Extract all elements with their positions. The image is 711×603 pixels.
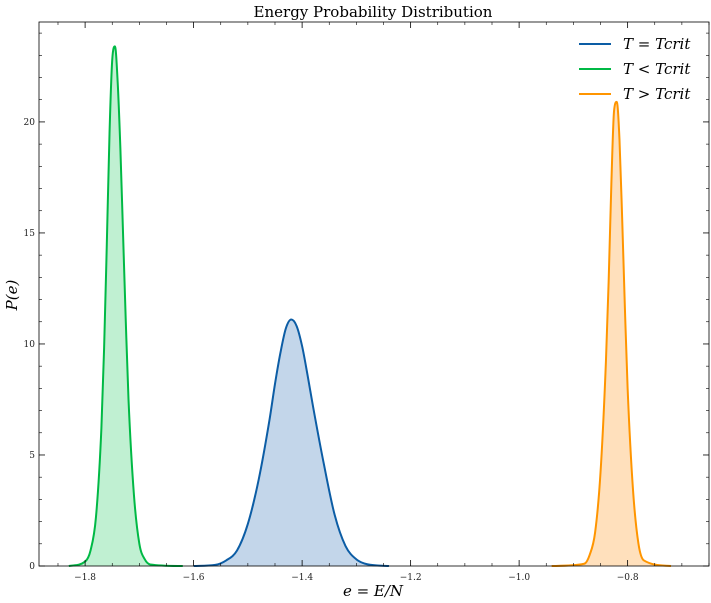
legend-label-below-tcrit: T < Tcrit [623,60,691,78]
series-below-tcrit-line [68,45,183,567]
chart-title: Energy Probability Distribution [254,3,493,21]
x-tick-label: −1.6 [183,573,205,583]
series-below-tcrit-area [68,46,183,567]
series-lines [68,45,672,567]
tick-labels: −1.8 −1.6 −1.4 −1.2 −1.0 −0.8 0 5 10 15 20 [24,118,639,583]
series-tcrit-line [193,318,389,567]
y-axis-title: P(e) [3,280,21,312]
y-tick-label: 10 [24,340,36,350]
plot-frame [38,21,710,567]
series-fills [68,46,672,567]
y-tick-label: 5 [29,451,35,461]
x-tick-label: −1.8 [74,573,96,583]
x-axis-title: e = E/N [343,582,404,600]
y-tick-label: 20 [24,118,36,128]
x-tick-label: −1.2 [400,573,422,583]
series-above-tcrit-line [551,100,672,567]
y-tick-label: 0 [29,562,35,572]
series-above-tcrit-area [551,101,672,567]
y-tick-label: 15 [24,229,36,239]
legend-label-tcrit: T = Tcrit [623,35,691,53]
axis-ticks [39,22,710,567]
legend: T = Tcrit T < Tcrit T > Tcrit [579,35,691,103]
x-tick-label: −1.4 [291,573,313,583]
x-tick-label: −1.0 [508,573,530,583]
series-tcrit-area [193,319,389,566]
legend-label-above-tcrit: T > Tcrit [623,85,691,103]
x-tick-label: −0.8 [617,573,639,583]
